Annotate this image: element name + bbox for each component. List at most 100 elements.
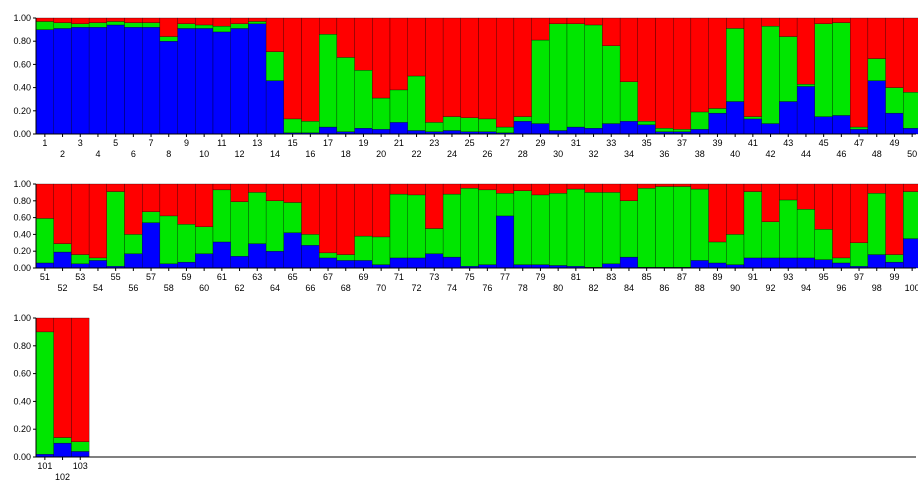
bar-segment-green [549, 193, 568, 266]
x-tick-label: 68 [341, 283, 351, 293]
bar-segment-green [71, 441, 90, 452]
bar-segment-blue [637, 124, 656, 135]
bar-segment-green [88, 22, 107, 28]
x-tick-label: 76 [482, 283, 492, 293]
bar-segment-red [336, 183, 355, 255]
bar-segment-green [903, 191, 918, 239]
bar-segment-green [389, 89, 408, 123]
bar-segment-red [195, 17, 214, 26]
bar-segment-red [708, 183, 727, 243]
x-tick-label: 100 [905, 283, 918, 293]
bar-segment-green [796, 209, 815, 259]
bar-segment-blue [354, 128, 373, 135]
bar-segment-green [407, 75, 426, 131]
x-tick-label: 57 [146, 272, 156, 282]
bar-segment-blue [71, 451, 90, 458]
bar-segment-green [71, 23, 90, 28]
bar-segment-green [673, 129, 692, 132]
bar-segment-red [726, 183, 745, 235]
bar-segment-red [584, 17, 603, 26]
bar-segment-blue [389, 257, 408, 269]
x-tick-label: 23 [429, 138, 439, 148]
y-tick-label: 0.80 [13, 196, 31, 206]
x-tick-label: 75 [465, 272, 475, 282]
bar-segment-green [159, 215, 178, 264]
chart-panel: 0.000.200.400.600.801.001234567891011121… [13, 13, 918, 159]
x-tick-label: 22 [412, 149, 422, 159]
bar-segment-green [301, 234, 320, 246]
bar-segment-red [88, 183, 107, 259]
bar-segment-red [743, 183, 762, 192]
x-tick-label: 52 [58, 283, 68, 293]
bar-segment-red [301, 183, 320, 235]
bar-segment-green [460, 188, 479, 267]
bar-segment-red [460, 17, 479, 118]
x-tick-label: 9 [184, 138, 189, 148]
bar-segment-red [885, 183, 904, 255]
bar-segment-green [265, 200, 284, 252]
bar-segment-green [265, 51, 284, 81]
bar-segment-blue [885, 261, 904, 269]
bar-segment-green [566, 188, 585, 267]
x-tick-label: 5 [113, 138, 118, 148]
bar-segment-blue [53, 442, 72, 458]
bar-segment-red [478, 17, 497, 120]
bar-segment-green [867, 58, 886, 81]
x-tick-label: 45 [819, 138, 829, 148]
bar-segment-red [35, 183, 54, 219]
x-tick-label: 19 [358, 138, 368, 148]
x-tick-label: 95 [819, 272, 829, 282]
x-tick-label: 84 [624, 283, 634, 293]
bar-segment-red [566, 17, 585, 24]
bar-segment-red [319, 17, 338, 35]
bar-segment-red [195, 183, 214, 227]
x-tick-label: 89 [712, 272, 722, 282]
bar-segment-green [407, 194, 426, 259]
bar-segment-blue [195, 28, 214, 135]
bar-segment-green [425, 122, 444, 132]
bar-segment-green [513, 190, 532, 265]
bar-segment-green [655, 128, 674, 132]
bar-segment-green [796, 83, 815, 87]
x-tick-label: 1 [42, 138, 47, 148]
bar-segment-red [319, 183, 338, 254]
bar-segment-red [726, 17, 745, 29]
bar-segment-green [248, 21, 267, 24]
x-tick-label: 61 [217, 272, 227, 282]
bar-segment-red [283, 183, 302, 203]
bar-segment-green [832, 22, 851, 116]
bar-segment-green [602, 192, 621, 264]
bar-segment-blue [283, 232, 302, 269]
bar-segment-blue [372, 129, 391, 135]
bar-segment-blue [602, 263, 621, 269]
x-tick-label: 67 [323, 272, 333, 282]
x-tick-label: 26 [482, 149, 492, 159]
y-tick-label: 0.80 [13, 36, 31, 46]
bar-segment-blue [354, 260, 373, 269]
bar-segment-green [690, 188, 709, 261]
bar-segment-green [779, 199, 798, 259]
bar-segment-red [549, 17, 568, 24]
bar-segment-green [195, 24, 214, 29]
bar-segment-green [283, 118, 302, 133]
bar-segment-green [177, 224, 196, 263]
bar-segment-blue [230, 256, 249, 269]
bar-segment-green [655, 186, 674, 268]
bar-segment-green [814, 23, 833, 117]
x-tick-label: 28 [518, 149, 528, 159]
bar-segment-red [690, 183, 709, 190]
bar-segment-red [655, 183, 674, 187]
bar-segment-blue [124, 253, 143, 269]
bar-segment-red [336, 17, 355, 58]
x-tick-label: 83 [606, 272, 616, 282]
bar-segment-green [159, 36, 178, 42]
bar-segment-green [372, 97, 391, 130]
bar-segment-green [832, 257, 851, 264]
bar-segment-red [867, 183, 886, 194]
y-tick-label: 0.80 [13, 341, 31, 351]
x-tick-label: 4 [95, 149, 100, 159]
x-tick-label: 93 [783, 272, 793, 282]
bar-segment-red [283, 17, 302, 120]
bar-segment-green [850, 242, 869, 267]
